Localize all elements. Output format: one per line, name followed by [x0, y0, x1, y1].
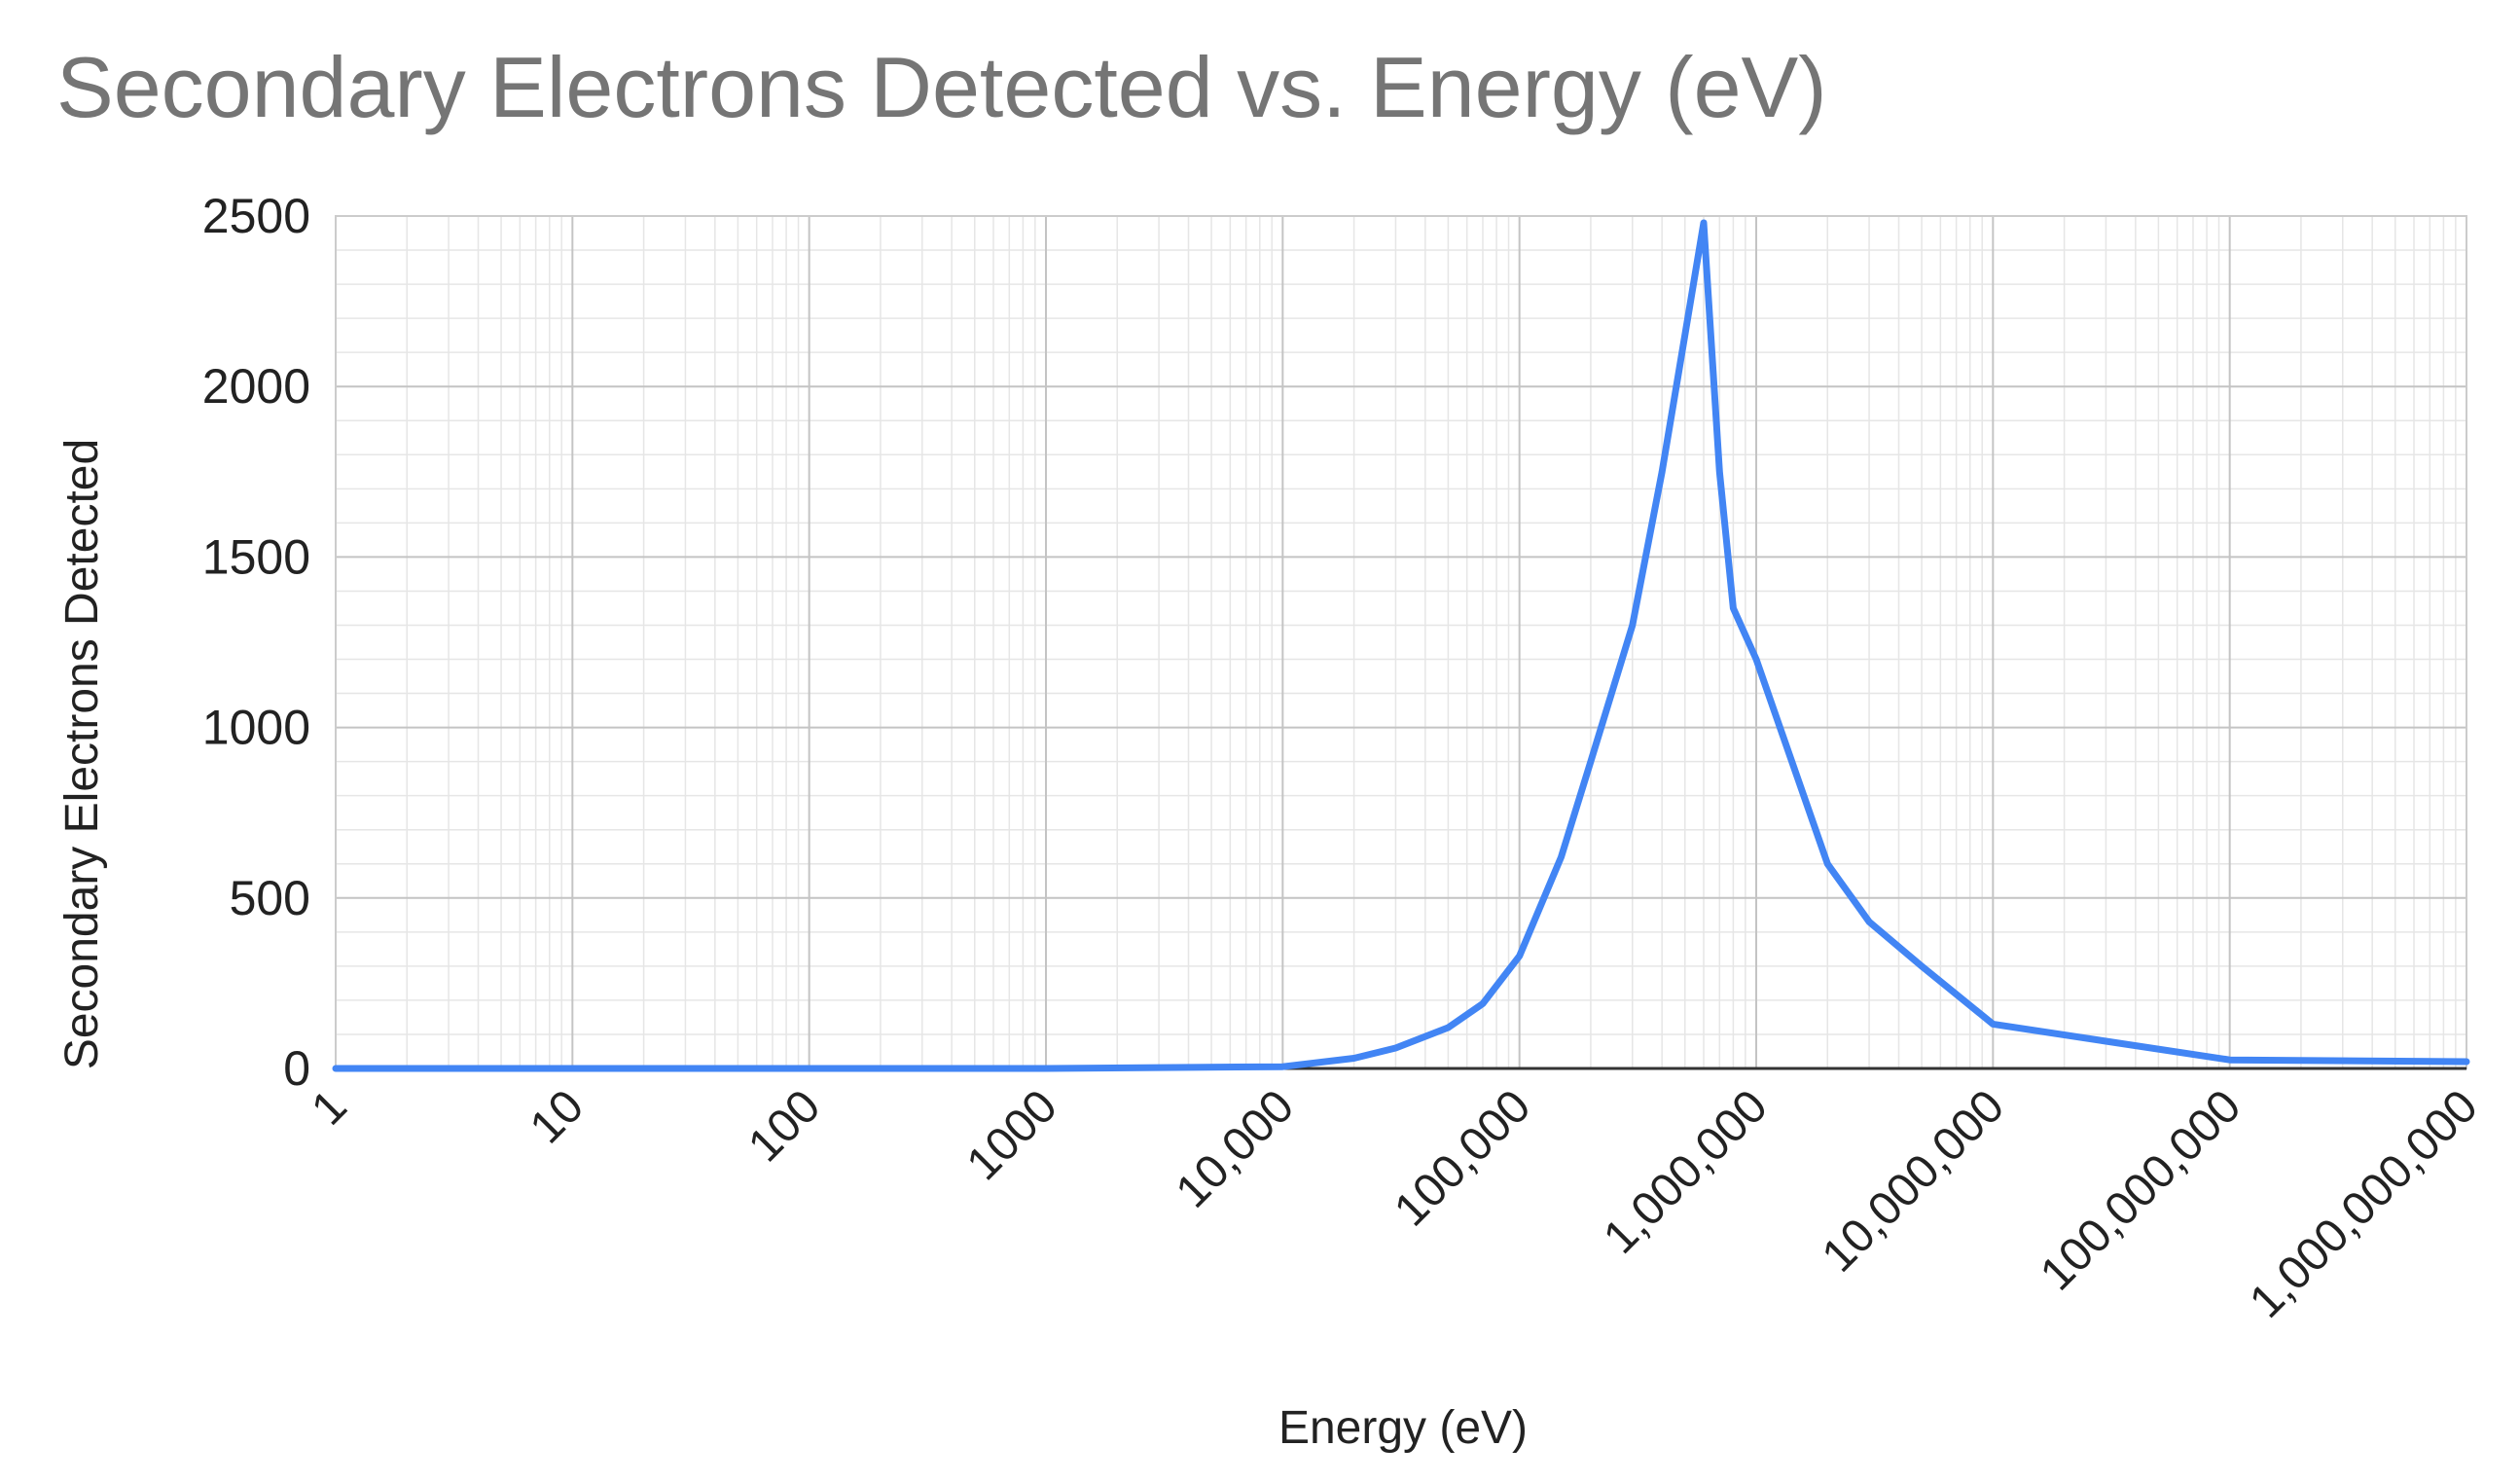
- plot-area-border: [335, 215, 2467, 1069]
- x-tick-label: 10,000: [1167, 1080, 1304, 1217]
- x-tick-label: 1000: [957, 1080, 1067, 1190]
- x-tick-label: 100: [738, 1080, 830, 1172]
- y-tick-label: 1500: [202, 529, 310, 584]
- x-tick-label: 1,000,000: [1594, 1080, 1777, 1263]
- minor-grid: [336, 216, 2466, 1068]
- x-tick-label: 100,000,000: [2031, 1080, 2250, 1300]
- y-tick-label: 2500: [202, 189, 310, 243]
- x-tick-label: 10: [521, 1080, 594, 1153]
- y-tick-label: 0: [283, 1041, 310, 1096]
- y-tick-label: 2000: [202, 359, 310, 414]
- y-axis-title: Secondary Electrons Detected: [56, 439, 108, 1069]
- y-tick-label: 1000: [202, 701, 310, 755]
- x-axis-ticks: 1 10 100 1000 10,000 100,000 1,000,000 10,000,0…: [302, 1080, 2487, 1328]
- x-tick-label: 10,000,000: [1813, 1080, 2014, 1282]
- series-group: [332, 219, 2470, 1072]
- series-line: [332, 219, 2470, 1072]
- x-tick-label: 1,000,000,000: [2240, 1080, 2488, 1328]
- y-tick-label: 500: [230, 871, 310, 925]
- y-axis-ticks: 0 500 1000 1500 2000 2500: [202, 189, 310, 1096]
- x-axis-title: Energy (eV): [1278, 1402, 1528, 1454]
- chart-title: Secondary Electrons Detected vs. Energy …: [56, 39, 1827, 135]
- x-tick-label: 100,000: [1385, 1080, 1540, 1236]
- major-grid: [335, 215, 2467, 1068]
